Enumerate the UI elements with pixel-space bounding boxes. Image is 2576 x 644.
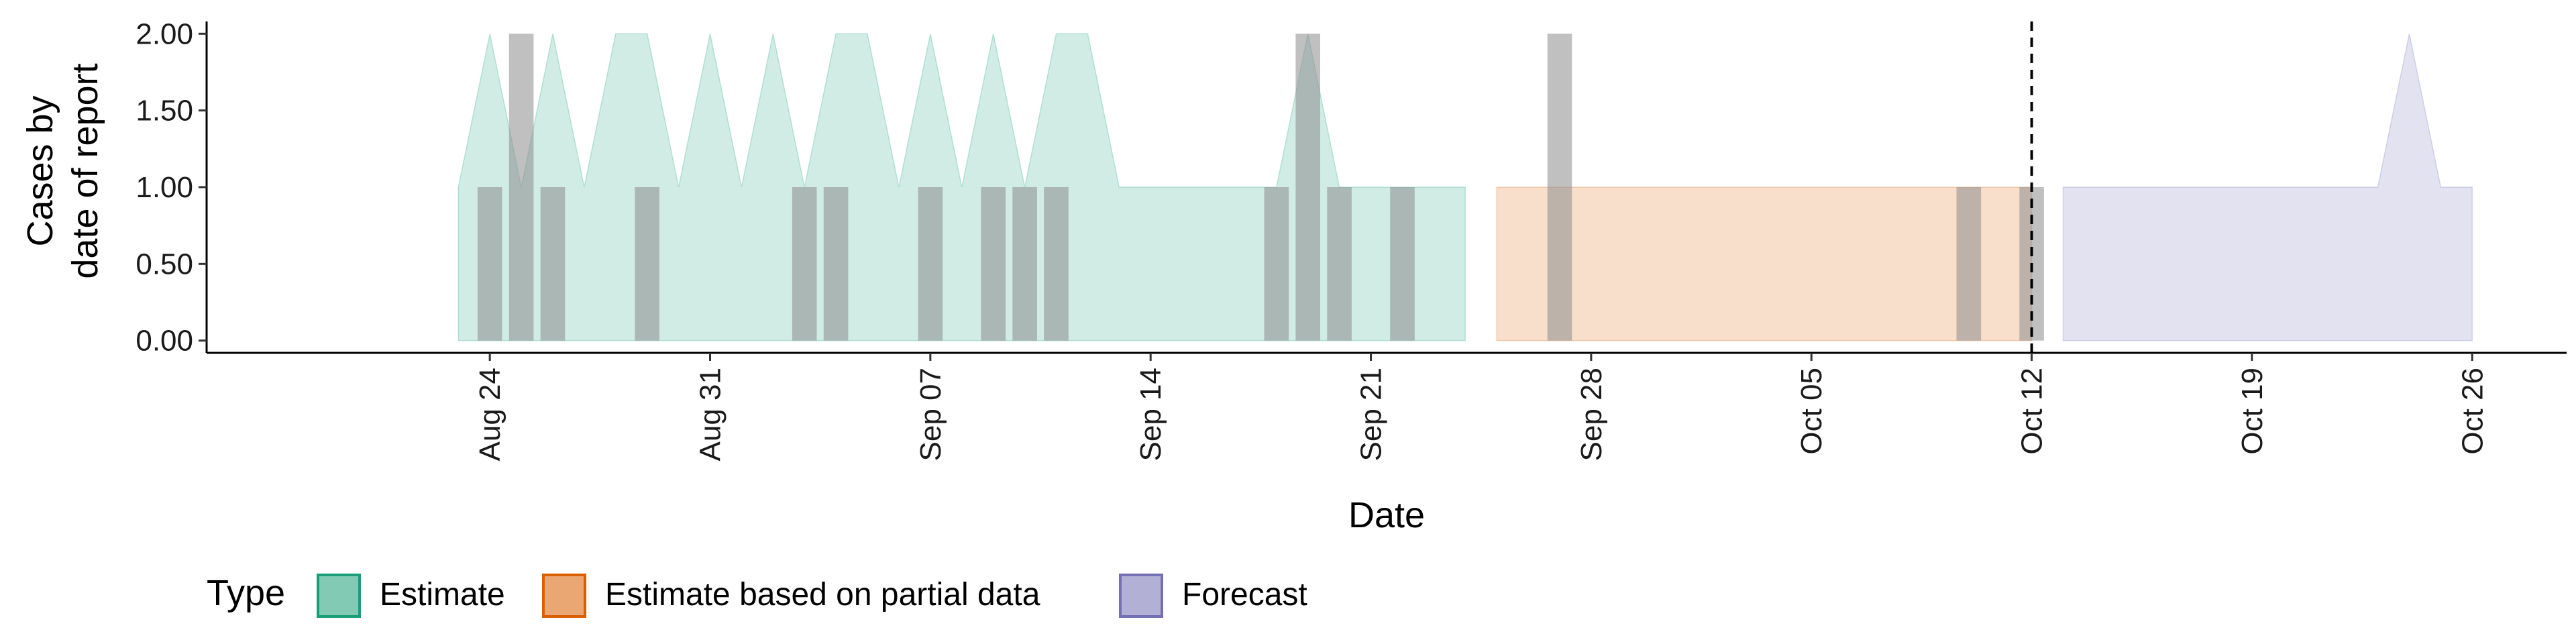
x-tick-label: Aug 24	[474, 368, 506, 461]
reported-case-bar	[1044, 187, 1069, 341]
reported-case-bar	[823, 187, 849, 341]
legend-label: Estimate based on partial data	[605, 577, 1040, 612]
legend: Type Estimate Estimate based on partial da…	[207, 573, 1307, 618]
y-tick-label: 1.00	[136, 171, 193, 204]
y-tick-label: 0.00	[136, 325, 193, 358]
x-tick-label: Oct 05	[1795, 368, 1828, 455]
reported-case-bar	[508, 34, 534, 341]
reported-case-bar	[1012, 187, 1037, 341]
x-axis: Aug 24 Aug 31 Sep 07 Sep 14 Sep 21 Sep 28 Oct …	[207, 352, 2567, 461]
x-tick-label: Oct 19	[2236, 368, 2269, 455]
reported-case-bar-layer	[477, 34, 2044, 341]
reported-case-bar	[1295, 34, 1320, 341]
x-axis-title: Date	[1348, 495, 1425, 535]
reported-case-bar	[1327, 187, 1352, 341]
reported-case-bar	[635, 187, 659, 341]
y-axis-title-line-1: Cases by	[20, 95, 60, 246]
legend-title: Type	[207, 573, 285, 613]
legend-key	[542, 574, 586, 618]
reported-case-bar	[981, 187, 1006, 341]
y-axis-title-line-2: date of report	[65, 63, 105, 278]
x-tick-label: Sep 21	[1355, 368, 1388, 461]
reported-case-bar	[1956, 187, 1982, 341]
x-tick-label: Oct 26	[2456, 368, 2489, 455]
reported-case-bar	[540, 187, 566, 341]
reported-case-bar	[1390, 187, 1415, 341]
ribbon-forecast	[2062, 34, 2473, 341]
legend-key	[317, 574, 361, 618]
reported-case-bar	[1264, 187, 1289, 341]
reported-case-bar	[792, 187, 817, 341]
y-axis: 0.00 0.50 1.00 1.50 2.00	[136, 17, 208, 358]
legend-label: Estimate	[380, 577, 505, 612]
x-tick-label: Sep 14	[1134, 368, 1167, 461]
x-tick-label: Oct 12	[2016, 368, 2049, 455]
reported-case-bar	[1547, 34, 1572, 341]
ribbon-estimate-based-on-partial-data	[1496, 186, 2033, 341]
y-tick-label: 0.50	[136, 248, 193, 280]
reported-case-bar	[477, 187, 502, 341]
legend-item-estimate: Estimate	[317, 574, 505, 618]
legend-key	[1119, 574, 1163, 618]
y-tick-label: 2.00	[136, 17, 193, 50]
legend-item-forecast: Forecast	[1119, 574, 1307, 618]
legend-label: Forecast	[1182, 577, 1307, 612]
x-tick-label: Sep 07	[914, 368, 947, 461]
reported-case-bar	[918, 187, 943, 341]
legend-item-estimate-based-on-partial-data: Estimate based on partial data	[542, 574, 1040, 618]
x-tick-label: Sep 28	[1575, 368, 1608, 461]
ribbon-layer	[458, 33, 2473, 341]
y-tick-label: 1.50	[136, 95, 193, 127]
x-tick-label: Aug 31	[694, 368, 727, 461]
